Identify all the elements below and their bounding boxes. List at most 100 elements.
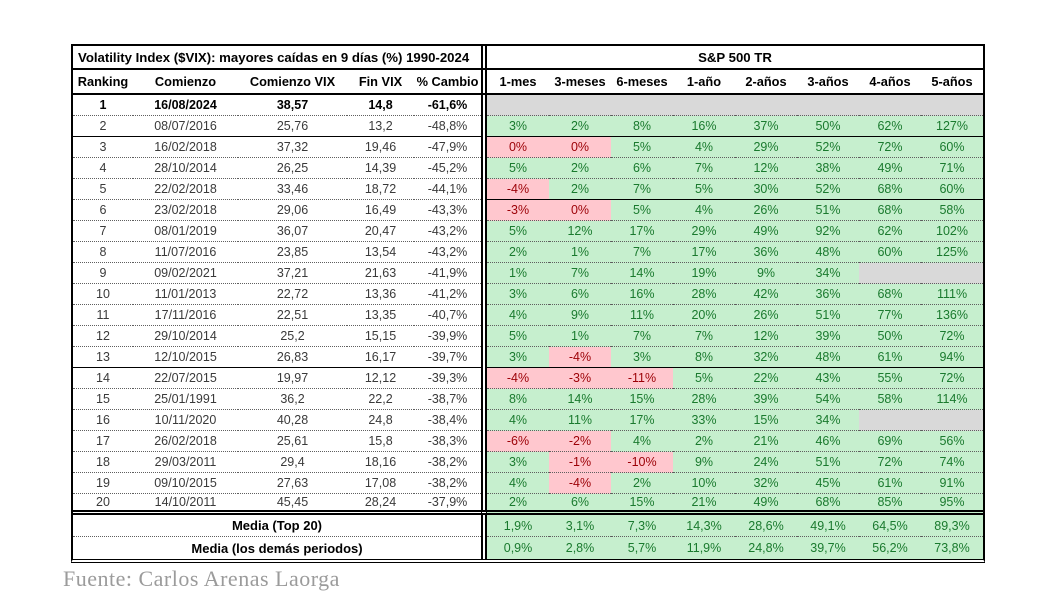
pct-change-cell: -40,7% xyxy=(414,305,481,326)
sp500-return-cell: 19% xyxy=(673,263,735,284)
vix-start-cell: 40,28 xyxy=(238,410,347,431)
sp500-return-cell: 7% xyxy=(611,242,673,263)
sp500-return-cell: 34% xyxy=(797,410,859,431)
section-separator-column xyxy=(481,95,487,116)
vix-end-cell: 13,35 xyxy=(347,305,414,326)
media-label: Media (los demás periodos) xyxy=(191,540,363,556)
sp500-return-cell: 4% xyxy=(487,473,549,494)
sp500-return-cell: -4% xyxy=(487,368,549,389)
section-separator-column xyxy=(481,221,487,242)
sp500-return-cell: 15% xyxy=(735,410,797,431)
vix-start-cell: 23,85 xyxy=(238,242,347,263)
sp500-return-cell: 3% xyxy=(611,347,673,368)
sp500-return-cell: 39% xyxy=(797,326,859,347)
vix-end-cell: 15,8 xyxy=(347,431,414,452)
table-title-left: Volatility Index ($VIX): mayores caídas … xyxy=(73,46,481,70)
sp500-return-cell: 72% xyxy=(859,452,921,473)
sp500-return-cell: 52% xyxy=(797,179,859,200)
sp500-return-cell: 2% xyxy=(611,473,673,494)
sp500-return-cell: 12% xyxy=(735,158,797,179)
vix-start-cell: 25,2 xyxy=(238,326,347,347)
section-separator-column xyxy=(481,473,487,494)
vix-start-cell: 37,21 xyxy=(238,263,347,284)
pct-change-cell: -41,2% xyxy=(414,284,481,305)
sp500-return-cell: 42% xyxy=(735,284,797,305)
sp500-return-cell: 29% xyxy=(735,137,797,158)
sp500-return-cell: 48% xyxy=(797,347,859,368)
sp500-return-cell: 125% xyxy=(921,242,983,263)
sp500-return-cell: 5% xyxy=(611,200,673,221)
sp500-return-cell: 10% xyxy=(673,473,735,494)
section-separator-column xyxy=(481,410,487,431)
sp500-return-cell: -10% xyxy=(611,452,673,473)
sp500-return-cell: 71% xyxy=(921,158,983,179)
vix-start-cell: 26,83 xyxy=(238,347,347,368)
media-return-cell: 39,7% xyxy=(797,537,859,559)
sp500-return-cell: 61% xyxy=(859,347,921,368)
vix-end-cell: 13,54 xyxy=(347,242,414,263)
sp500-return-cell: 60% xyxy=(921,137,983,158)
sp500-return-cell: 8% xyxy=(673,347,735,368)
media-return-cell: 49,1% xyxy=(797,515,859,537)
sp500-return-cell: 127% xyxy=(921,116,983,137)
sp500-return-cell: 62% xyxy=(859,221,921,242)
pct-change-cell: -47,9% xyxy=(414,137,481,158)
sp500-return-cell: 5% xyxy=(487,326,549,347)
sp500-return-cell xyxy=(735,95,797,116)
sp500-return-cell: 69% xyxy=(859,431,921,452)
section-separator-column xyxy=(481,200,487,221)
ranking-cell: 11 xyxy=(73,305,133,326)
sp500-return-cell: 3% xyxy=(487,116,549,137)
sp500-return-cell xyxy=(859,410,921,431)
vix-end-cell: 13,36 xyxy=(347,284,414,305)
media-return-cell: 7,3% xyxy=(611,515,673,537)
sp500-return-cell: 68% xyxy=(859,179,921,200)
sp500-return-cell: 7% xyxy=(673,158,735,179)
sp500-return-cell: 30% xyxy=(735,179,797,200)
right-header-cell: 4-años xyxy=(859,70,921,95)
start-date-cell: 11/01/2013 xyxy=(133,284,238,305)
start-date-cell: 26/02/2018 xyxy=(133,431,238,452)
sp500-return-cell: 0% xyxy=(549,137,611,158)
start-date-cell: 09/02/2021 xyxy=(133,263,238,284)
sp500-return-cell: 114% xyxy=(921,389,983,410)
sp500-return-cell: 17% xyxy=(611,221,673,242)
start-date-cell: 25/01/1991 xyxy=(133,389,238,410)
sp500-return-cell: 51% xyxy=(797,452,859,473)
vix-start-cell: 45,45 xyxy=(238,494,347,515)
vix-end-cell: 14,39 xyxy=(347,158,414,179)
vix-end-cell: 19,46 xyxy=(347,137,414,158)
sp500-return-cell: 4% xyxy=(487,305,549,326)
pct-change-cell: -39,3% xyxy=(414,368,481,389)
sp500-return-cell: 12% xyxy=(735,326,797,347)
pct-change-cell: -39,9% xyxy=(414,326,481,347)
sp500-return-cell: 12% xyxy=(549,221,611,242)
pct-change-cell: -37,9% xyxy=(414,494,481,515)
sp500-return-cell: 3% xyxy=(487,347,549,368)
left-header-cell: % Cambio xyxy=(414,70,481,95)
sp500-return-cell: 95% xyxy=(921,494,983,515)
sp500-return-cell: 50% xyxy=(797,116,859,137)
start-date-cell: 08/01/2019 xyxy=(133,221,238,242)
vix-start-cell: 33,46 xyxy=(238,179,347,200)
vix-start-cell: 38,57 xyxy=(238,95,347,116)
sp500-return-cell: 58% xyxy=(921,200,983,221)
section-separator-column xyxy=(481,452,487,473)
ranking-cell: 2 xyxy=(73,116,133,137)
pct-change-cell: -43,2% xyxy=(414,221,481,242)
sp500-return-cell: 8% xyxy=(611,116,673,137)
section-separator-column xyxy=(481,116,487,137)
ranking-cell: 14 xyxy=(73,368,133,389)
media-return-cell: 2,8% xyxy=(549,537,611,559)
vix-start-cell: 36,07 xyxy=(238,221,347,242)
sp500-return-cell: 4% xyxy=(673,137,735,158)
sp500-return-cell: 48% xyxy=(797,242,859,263)
vix-end-cell: 28,24 xyxy=(347,494,414,515)
ranking-cell: 4 xyxy=(73,158,133,179)
vix-start-cell: 29,4 xyxy=(238,452,347,473)
sp500-return-cell: 16% xyxy=(611,284,673,305)
vix-end-cell: 16,49 xyxy=(347,200,414,221)
ranking-cell: 12 xyxy=(73,326,133,347)
section-separator-column xyxy=(481,284,487,305)
pct-change-cell: -61,6% xyxy=(414,95,481,116)
